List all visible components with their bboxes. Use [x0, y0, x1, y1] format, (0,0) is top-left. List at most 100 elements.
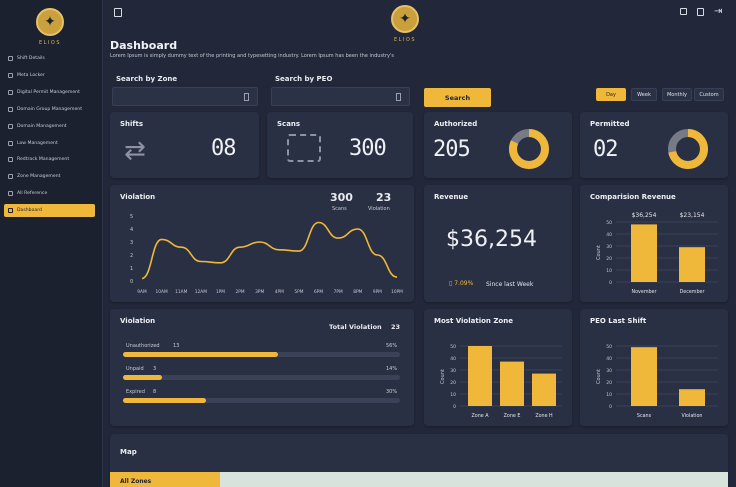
map-view[interactable]: [220, 472, 728, 487]
sidebar-item-icon: [8, 140, 13, 146]
bar: [532, 373, 556, 406]
logout-icon[interactable]: ⇥: [714, 6, 723, 17]
sidebar-item-icon: [8, 72, 13, 78]
revenue-title: Revenue: [434, 193, 469, 201]
sidebar-item-icon: [8, 123, 13, 129]
y-tick-label: 30: [450, 368, 456, 374]
peo-search-label: Search by PEO: [275, 75, 333, 83]
y-tick-label: 40: [606, 356, 612, 362]
permitted-value: 02: [593, 137, 618, 162]
y-tick-label: 0: [453, 404, 456, 410]
sidebar-item[interactable]: Redtrack Management: [4, 153, 95, 166]
y-tick-label: 50: [606, 220, 612, 226]
y-tick-label: 50: [450, 344, 456, 350]
scans-count-label: Scans: [332, 206, 347, 212]
y-tick-label: 50: [606, 344, 612, 350]
revenue-note: Since last Week: [486, 281, 534, 288]
x-tick-label: 2PM: [236, 289, 245, 295]
y-axis-label: Count: [596, 245, 602, 260]
map-card: Map All Zones: [110, 434, 728, 487]
sidebar-item[interactable]: Meta Locker: [4, 69, 95, 82]
x-tick-label: Violation: [682, 413, 703, 419]
x-tick-label: 4PM: [275, 289, 284, 295]
comparison-revenue-card: Comparision Revenue 0 10 20 30 40 50 Count Nove…: [580, 185, 728, 302]
peo-last-shift-card: PEO Last Shift 0 10 20 30 40 50 Count Scans Viol…: [580, 309, 728, 426]
sidebar-item[interactable]: Dashboard: [4, 204, 95, 218]
violation-type-percent: 56%: [386, 343, 398, 349]
x-tick-label: November: [632, 289, 657, 295]
revenue-change-value: 7.09%: [454, 280, 474, 287]
x-tick-label: Zone H: [535, 413, 553, 419]
violation-type-count: 3: [153, 366, 157, 372]
sidebar-item-label: Shift Details: [17, 56, 45, 61]
bar: [631, 347, 657, 406]
violation-type-label: Unauthorized: [126, 343, 160, 349]
violation-line-chart: 0 1 2 3 4 5 9AM 10AM 11AM 12AM 1PM 2PM 3PM 4PM 5PM 6PM 7…: [130, 214, 403, 295]
violation-progress-fill: [123, 375, 162, 380]
zone-search-input[interactable]: [112, 87, 258, 106]
sidebar-item[interactable]: Zone Management: [4, 170, 95, 183]
document-icon[interactable]: [697, 8, 704, 16]
x-tick-label: December: [680, 289, 705, 295]
period-chip[interactable]: Monthly: [662, 88, 692, 101]
logo-icon: ✦: [36, 8, 64, 36]
y-axis-label: Count: [440, 369, 446, 384]
violation-count: 23: [376, 191, 392, 204]
sidebar-item-icon: [8, 157, 13, 163]
x-tick-label: 7PM: [334, 289, 343, 295]
peo-search-input[interactable]: [271, 87, 410, 106]
page-title: Dashboard: [110, 39, 178, 52]
period-chip[interactable]: Day: [596, 88, 626, 101]
x-tick-label: 10AM: [156, 289, 168, 295]
y-tick-label: 30: [606, 368, 612, 374]
x-tick-label: 5PM: [294, 289, 303, 295]
violation-type-percent: 30%: [386, 389, 398, 395]
sidebar-item[interactable]: Domain Management: [4, 120, 95, 133]
bar: [679, 247, 705, 282]
search-button[interactable]: Search: [424, 88, 491, 107]
total-violation-value: 23: [391, 323, 401, 331]
copy-icon[interactable]: [680, 8, 687, 15]
violation-type-percent: 14%: [386, 366, 398, 372]
violation-breakdown-title: Violation: [120, 317, 156, 325]
revenue-card: Revenue $36,254 ▯ 7.09% Since last Week: [424, 185, 572, 302]
sidebar-item-label: Digital Permit Management: [17, 89, 80, 95]
zone-search-label: Search by Zone: [116, 75, 178, 83]
y-tick-label: 10: [606, 392, 612, 398]
scans-card: Scans 300: [267, 112, 413, 178]
bar-data-label: $23,154: [680, 212, 705, 219]
y-tick-label: 1: [130, 266, 133, 272]
violation-progress-track: [123, 352, 400, 357]
sidebar-item[interactable]: Shift Details: [4, 52, 95, 65]
permitted-donut: [668, 129, 708, 169]
sidebar-item-icon: [8, 174, 13, 180]
authorized-donut: [509, 129, 549, 169]
y-tick-label: 10: [450, 392, 456, 398]
violation-progress-fill: [123, 398, 207, 403]
y-tick-label: 0: [130, 279, 133, 285]
y-tick-label: 30: [606, 244, 612, 250]
sidebar-item[interactable]: Low Management: [4, 137, 95, 150]
bar: [468, 346, 492, 406]
period-chip[interactable]: Week: [631, 88, 657, 101]
period-chip[interactable]: Custom: [694, 88, 724, 101]
violation-row: Unpaid 3 14%: [110, 366, 414, 386]
x-tick-label: 10PM: [391, 289, 403, 295]
dropdown-icon: [244, 93, 249, 101]
sidebar-item[interactable]: Digital Permit Management: [4, 86, 95, 99]
all-zones-tab[interactable]: All Zones: [110, 472, 220, 487]
bar-data-label: $36,254: [632, 212, 657, 219]
sidebar-item-icon: [8, 106, 13, 112]
y-tick-label: 20: [450, 380, 456, 386]
bar: [500, 361, 524, 406]
x-tick-label: 9PM: [373, 289, 382, 295]
authorized-card: Authorized 205: [424, 112, 572, 178]
menu-toggle-icon[interactable]: [114, 8, 122, 17]
x-tick-label: 12AM: [195, 289, 207, 295]
sidebar-item[interactable]: Domain Group Management: [4, 103, 95, 116]
x-tick-label: Zone A: [471, 413, 489, 419]
sidebar-item[interactable]: All Reference: [4, 187, 95, 200]
x-tick-label: Scans: [637, 413, 652, 419]
x-tick-label: 1PM: [216, 289, 225, 295]
